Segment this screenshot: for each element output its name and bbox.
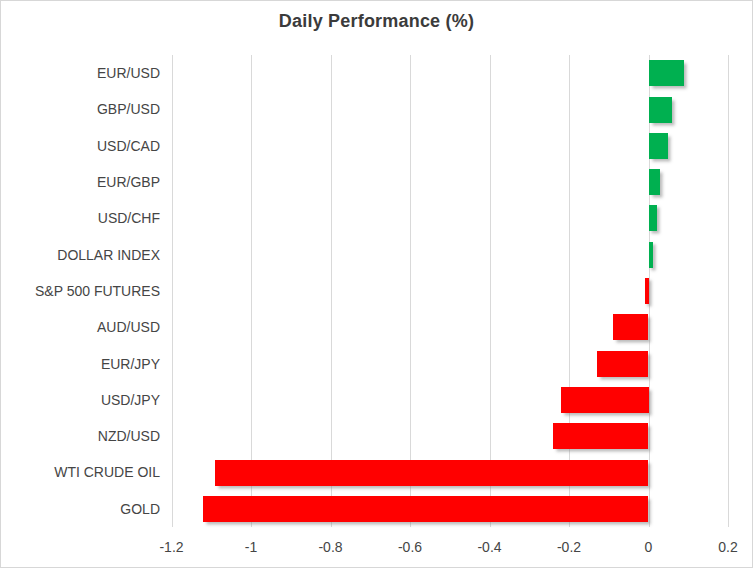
gridline-x-0.2	[728, 55, 729, 527]
category-label-usd-jpy: USD/JPY	[1, 382, 160, 418]
category-label-wti-crude-oil: WTI CRUDE OIL	[1, 454, 160, 490]
bar-eur-gbp	[649, 169, 661, 195]
category-label-aud-usd: AUD/USD	[1, 309, 160, 345]
x-tick-label--1: -1	[245, 539, 257, 555]
x-tick-label--0.2: -0.2	[557, 539, 581, 555]
category-label-dollar-index: DOLLAR INDEX	[1, 237, 160, 273]
category-label-nzd-usd: NZD/USD	[1, 418, 160, 454]
bar-gold	[203, 496, 648, 522]
bar-aud-usd	[613, 314, 649, 340]
gridline-x--0.2	[569, 55, 570, 527]
x-tick-label--1.2: -1.2	[159, 539, 183, 555]
bar-wti-crude-oil	[215, 460, 648, 486]
x-tick-label--0.8: -0.8	[318, 539, 342, 555]
bar-dollar-index	[649, 242, 653, 268]
gridline-x--1	[251, 55, 252, 527]
x-tick-label-0.2: 0.2	[718, 539, 737, 555]
bar-eur-jpy	[597, 351, 649, 377]
category-label-s-p-500-futures: S&P 500 FUTURES	[1, 273, 160, 309]
bar-usd-jpy	[561, 387, 649, 413]
chart-title: Daily Performance (%)	[1, 11, 752, 32]
bar-eur-usd	[649, 60, 685, 86]
gridline-x--0.4	[490, 55, 491, 527]
bar-gbp-usd	[649, 97, 673, 123]
bar-s-p-500-futures	[645, 278, 649, 304]
category-label-usd-cad: USD/CAD	[1, 128, 160, 164]
gridline-x--0.8	[331, 55, 332, 527]
daily-performance-chart: Daily Performance (%) EUR/USDGBP/USDUSD/…	[0, 0, 753, 568]
category-label-gold: GOLD	[1, 491, 160, 527]
x-tick-label--0.4: -0.4	[477, 539, 501, 555]
bar-usd-cad	[649, 133, 669, 159]
gridline-x-0	[649, 55, 650, 527]
category-label-gbp-usd: GBP/USD	[1, 91, 160, 127]
category-label-eur-usd: EUR/USD	[1, 55, 160, 91]
bar-usd-chf	[649, 205, 657, 231]
x-tick-label-0: 0	[645, 539, 653, 555]
gridline-x--0.6	[410, 55, 411, 527]
category-label-eur-jpy: EUR/JPY	[1, 346, 160, 382]
x-tick-label--0.6: -0.6	[398, 539, 422, 555]
category-label-eur-gbp: EUR/GBP	[1, 164, 160, 200]
gridline-x--1.2	[172, 55, 173, 527]
bar-nzd-usd	[553, 423, 648, 449]
category-label-usd-chf: USD/CHF	[1, 200, 160, 236]
